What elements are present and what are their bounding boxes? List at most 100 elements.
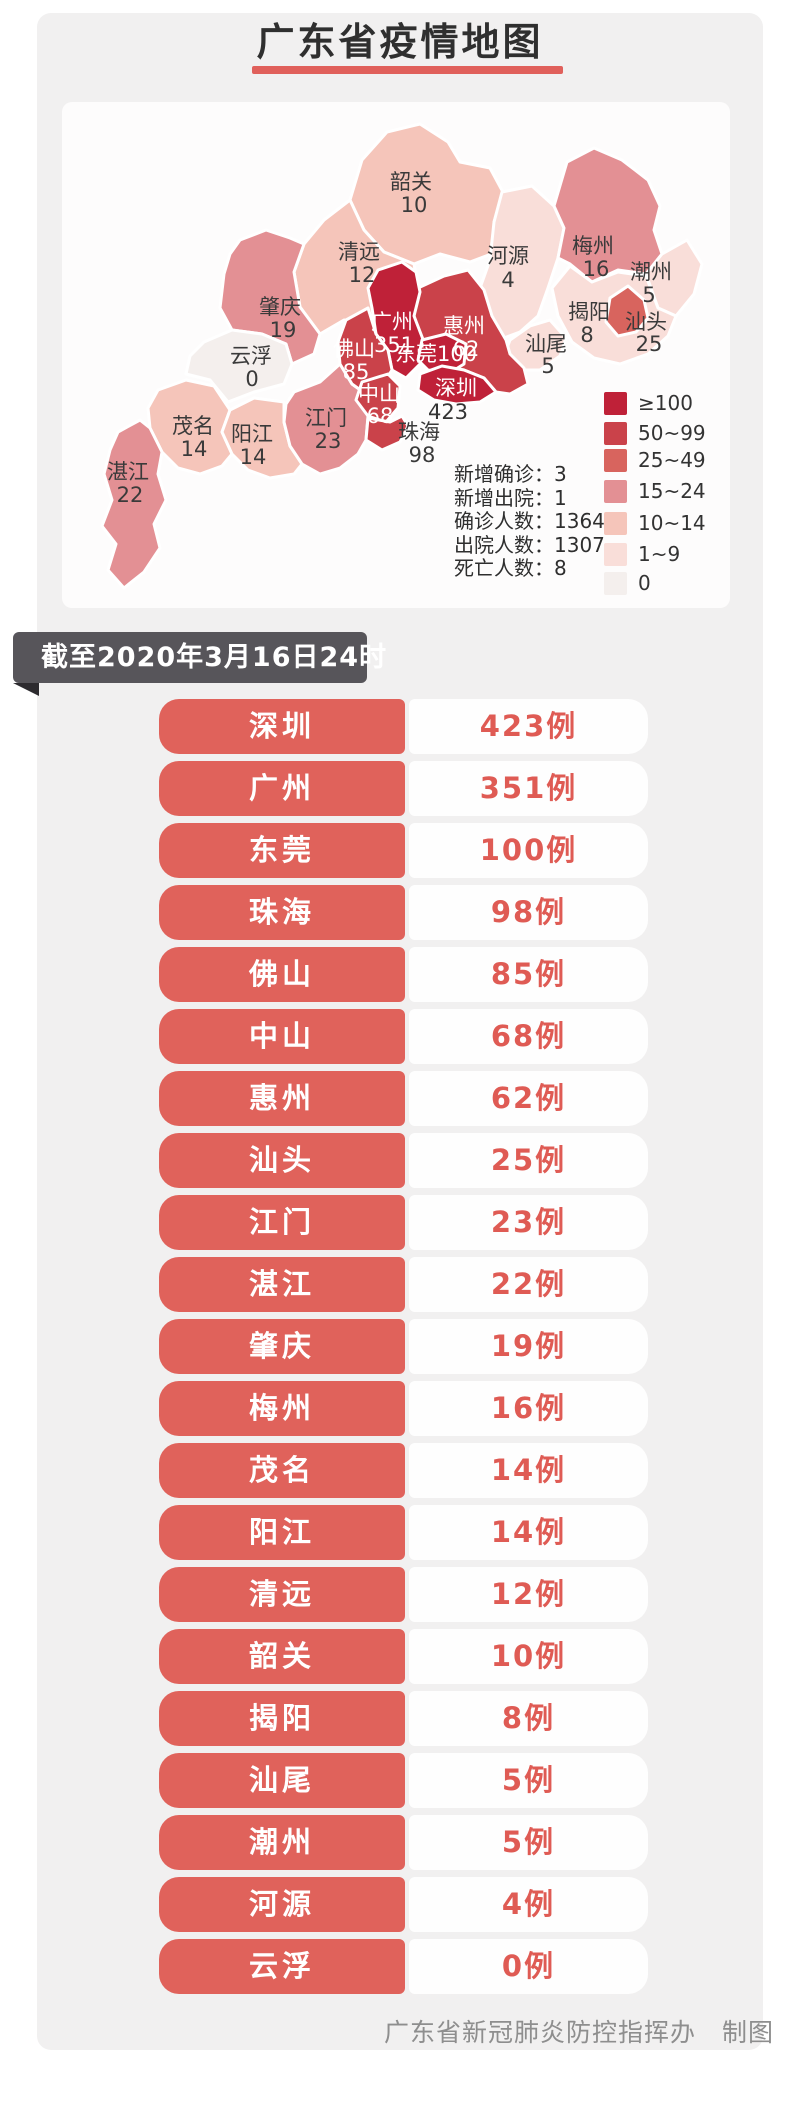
map-region-中山	[354, 372, 402, 424]
map-label-中山: 中山	[358, 382, 400, 406]
legend-label: 10~14	[638, 511, 706, 535]
city-row: 汕头 25例	[159, 1133, 648, 1188]
map-label-汕头: 25	[636, 332, 663, 356]
page-title: 广东省疫情地图	[256, 20, 544, 64]
city-name-cell: 东莞	[159, 823, 405, 878]
city-row: 深圳 423例	[159, 699, 648, 754]
city-name-cell: 汕尾	[159, 1753, 405, 1808]
city-name-cell: 深圳	[159, 699, 405, 754]
map-card: 韶关 10 清远 12 河源 4 梅州 16 潮州 5 揭阳 8 汕尾 5 肇庆 19 云浮 0 茂名 14 阳江 14 湛…	[62, 102, 730, 608]
legend-swatch	[604, 543, 627, 566]
city-row: 江门 23例	[159, 1195, 648, 1250]
map-label-汕尾: 汕尾	[525, 332, 567, 356]
legend-swatch	[604, 572, 627, 595]
city-cases-cell: 8例	[409, 1691, 648, 1746]
map-label-深圳: 423	[428, 400, 468, 424]
city-name-cell: 湛江	[159, 1257, 405, 1312]
city-cases-cell: 12例	[409, 1567, 648, 1622]
stat-line: 新增确诊：3	[454, 462, 567, 486]
map-stats: 新增确诊：3 新增出院：1 确诊人数：1364 出院人数：1307 死亡人数：8	[454, 462, 634, 581]
map-label-云浮: 云浮	[230, 344, 272, 368]
map-legend: ≥100 50~99 25~49 15~24 10~14 1~9 0	[604, 102, 730, 608]
map-label-梅州: 梅州	[572, 234, 614, 258]
map-label-江门: 江门	[305, 406, 347, 430]
city-row: 云浮 0例	[159, 1939, 648, 1994]
legend-label: 15~24	[638, 479, 706, 503]
map-label-东莞: 东莞100	[395, 342, 477, 366]
map-label-佛山: 85	[343, 360, 370, 384]
city-row: 汕尾 5例	[159, 1753, 648, 1808]
map-label-茂名: 14	[181, 437, 208, 461]
map-label-潮州: 5	[642, 283, 655, 307]
legend-swatch	[604, 512, 627, 535]
city-name-cell: 珠海	[159, 885, 405, 940]
map-label-珠海: 98	[409, 443, 436, 467]
city-row: 东莞 100例	[159, 823, 648, 878]
map-label-汕尾: 5	[541, 354, 554, 378]
stat-line: 确诊人数：1364	[454, 509, 605, 533]
city-name-cell: 韶关	[159, 1629, 405, 1684]
city-name-cell: 汕头	[159, 1133, 405, 1188]
city-name-cell: 清远	[159, 1567, 405, 1622]
map-label-中山: 68	[367, 404, 394, 428]
city-cases-cell: 5例	[409, 1815, 648, 1870]
city-row: 梅州 16例	[159, 1381, 648, 1436]
legend-label: ≥100	[638, 391, 693, 415]
city-cases-cell: 22例	[409, 1257, 648, 1312]
city-name-cell: 佛山	[159, 947, 405, 1002]
stat-line: 死亡人数：8	[454, 556, 567, 580]
legend-label: 0	[638, 571, 651, 595]
map-region-汕头	[604, 284, 650, 338]
city-cases-cell: 14例	[409, 1505, 648, 1560]
city-cases-cell: 16例	[409, 1381, 648, 1436]
date-banner-fold	[13, 683, 39, 696]
map-label-阳江: 阳江	[231, 422, 273, 446]
map-label-汕头: 汕头	[625, 310, 667, 334]
city-row: 茂名 14例	[159, 1443, 648, 1498]
map-label-湛江: 22	[117, 483, 144, 507]
city-cases-cell: 423例	[409, 699, 648, 754]
map-label-阳江: 14	[240, 445, 267, 469]
map-label-清远: 清远	[338, 240, 380, 264]
city-name-cell: 中山	[159, 1009, 405, 1064]
city-cases-cell: 19例	[409, 1319, 648, 1374]
city-name-cell: 惠州	[159, 1071, 405, 1126]
map-label-肇庆: 肇庆	[259, 295, 301, 319]
map-label-广州: 广州	[371, 310, 413, 334]
city-row: 珠海 98例	[159, 885, 648, 940]
city-cases-cell: 68例	[409, 1009, 648, 1064]
city-name-cell: 广州	[159, 761, 405, 816]
legend-label: 50~99	[638, 421, 706, 445]
map-label-清远: 12	[349, 263, 376, 287]
date-banner: 截至2020年3月16日24时	[13, 632, 386, 683]
map-label-河源: 4	[501, 268, 514, 292]
city-cases-cell: 0例	[409, 1939, 648, 1994]
legend-label: 25~49	[638, 448, 706, 472]
city-cases-cell: 14例	[409, 1443, 648, 1498]
legend-swatch	[604, 449, 627, 472]
city-cases-cell: 25例	[409, 1133, 648, 1188]
legend-swatch	[604, 392, 627, 415]
map-label-云浮: 0	[245, 367, 258, 391]
map-label-惠州: 62	[453, 337, 480, 361]
map-label-江门: 23	[315, 429, 342, 453]
map-region-云浮	[184, 328, 294, 404]
city-cases-cell: 100例	[409, 823, 648, 878]
city-name-cell: 阳江	[159, 1505, 405, 1560]
city-row: 阳江 14例	[159, 1505, 648, 1560]
city-row: 清远 12例	[159, 1567, 648, 1622]
city-name-cell: 梅州	[159, 1381, 405, 1436]
stat-line: 出院人数：1307	[454, 532, 605, 557]
city-name-cell: 茂名	[159, 1443, 405, 1498]
map-label-珠海: 珠海	[398, 420, 440, 444]
map-region-珠海	[364, 414, 410, 452]
legend-label: 1~9	[638, 542, 681, 566]
city-cases-cell: 4例	[409, 1877, 648, 1932]
city-row: 广州 351例	[159, 761, 648, 816]
map-label-惠州: 惠州	[443, 314, 485, 338]
map-label-广州: 351	[374, 333, 414, 357]
city-cases-cell: 10例	[409, 1629, 648, 1684]
city-row: 潮州 5例	[159, 1815, 648, 1870]
city-cases-cell: 23例	[409, 1195, 648, 1250]
